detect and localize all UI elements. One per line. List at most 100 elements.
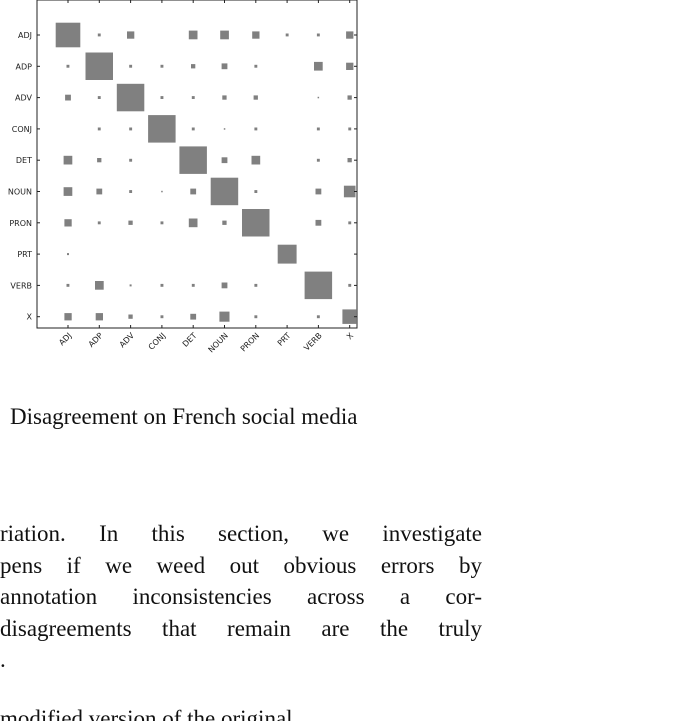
matrix-cell [316,127,320,131]
matrix-cells [55,22,357,324]
matrix-cell [128,314,133,319]
matrix-cell [161,190,163,193]
x-tick-label: X [345,331,356,342]
y-tick-label: X [27,313,33,322]
matrix-cell [304,271,333,300]
matrix-cell [128,220,133,225]
plot-frame [36,0,358,329]
matrix-cell [160,64,164,68]
matrix-cell [66,64,70,68]
matrix-cell [316,33,320,37]
matrix-cell [251,155,261,165]
matrix-cell [191,64,196,69]
matrix-cell [254,315,258,319]
matrix-cell [252,31,260,39]
matrix-cell [254,190,258,193]
confusion-matrix-plot: ADJ ADP ADV CONJ DET NOUN PRON PRT VERB X ADJ ADP A… [8,0,358,354]
matrix-cell [179,146,207,174]
body-line: annotation inconsistencies across a cor- [0,584,482,609]
matrix-cell [346,62,354,70]
matrix-cell [210,177,239,206]
matrix-cell [67,253,69,256]
matrix-cell [97,33,101,37]
matrix-cell [347,95,352,100]
matrix-cell [220,30,229,40]
matrix-cell [63,155,73,165]
body-line-cutoff: modified version of the original [0,706,293,721]
x-tick-label: DET [181,331,199,349]
matrix-cell [254,127,258,131]
matrix-cell [347,158,352,163]
matrix-cell [315,188,322,195]
matrix-cell [129,284,132,287]
matrix-cell [97,127,101,131]
x-tick-label: PRON [239,331,261,353]
matrix-cell [277,244,297,264]
matrix-cell [188,30,198,40]
x-tick-label: ADJ [57,331,73,347]
y-axis-ticks: ADJ ADP ADV CONJ DET NOUN PRON PRT VERB X [8,31,357,322]
matrix-cell [314,61,323,71]
matrix-cell [160,315,164,319]
body-line: . [0,647,6,672]
matrix-cell [97,96,101,99]
matrix-cell [95,281,104,290]
matrix-cell [253,95,258,100]
y-tick-label: DET [16,156,32,165]
matrix-cell [190,188,197,195]
matrix-cell [316,315,320,319]
matrix-cell [191,127,195,131]
x-tick-label: ADP [87,331,105,349]
matrix-cell [348,283,352,287]
figure-caption: Disagreement on French social media [10,404,358,429]
matrix-cell [160,283,164,287]
matrix-cell [129,127,133,131]
x-tick-label: ADV [118,331,137,350]
x-tick-label: CONJ [147,331,168,352]
y-tick-label: VERB [10,281,32,290]
y-tick-label: PRT [17,250,32,259]
matrix-cell [95,313,103,321]
matrix-cell [223,128,226,130]
matrix-cell [188,218,198,228]
matrix-cell [221,282,228,289]
matrix-cell [160,96,164,99]
matrix-cell [348,221,352,225]
matrix-cell [222,95,227,100]
matrix-cell [129,190,133,193]
matrix-cell [97,221,101,225]
matrix-cell [219,311,230,322]
body-line: disagreements that remain are the truly [0,615,482,641]
body-line: pens if we weed out obvious errors by [0,552,482,578]
matrix-cell [148,115,176,143]
matrix-cell [242,209,270,237]
matrix-cell [342,309,357,324]
matrix-cell [64,313,72,321]
matrix-cell [129,64,133,68]
matrix-cell [254,283,258,287]
matrix-cell [129,158,133,162]
matrix-cell [191,283,195,287]
matrix-cell [222,220,227,225]
y-tick-label: ADJ [18,31,32,40]
y-tick-label: ADV [15,94,32,103]
matrix-cell [191,96,195,99]
x-tick-label: NOUN [206,331,229,354]
matrix-cell [66,283,70,287]
y-tick-label: PRON [9,219,32,228]
matrix-cell [343,185,356,198]
matrix-cell [96,188,103,195]
matrix-cell [160,221,164,225]
body-line: riation. In this section, we investigate [0,521,482,546]
matrix-cell [64,219,72,227]
matrix-cell [315,219,322,226]
matrix-cell [85,52,113,80]
x-tick-label: PRT [276,331,293,348]
matrix-cell [221,63,228,70]
matrix-cell [63,187,73,196]
y-tick-label: CONJ [12,125,32,134]
matrix-cell [65,94,71,101]
matrix-cell [55,22,81,48]
y-tick-label: ADP [16,62,33,71]
matrix-cell [97,158,102,163]
